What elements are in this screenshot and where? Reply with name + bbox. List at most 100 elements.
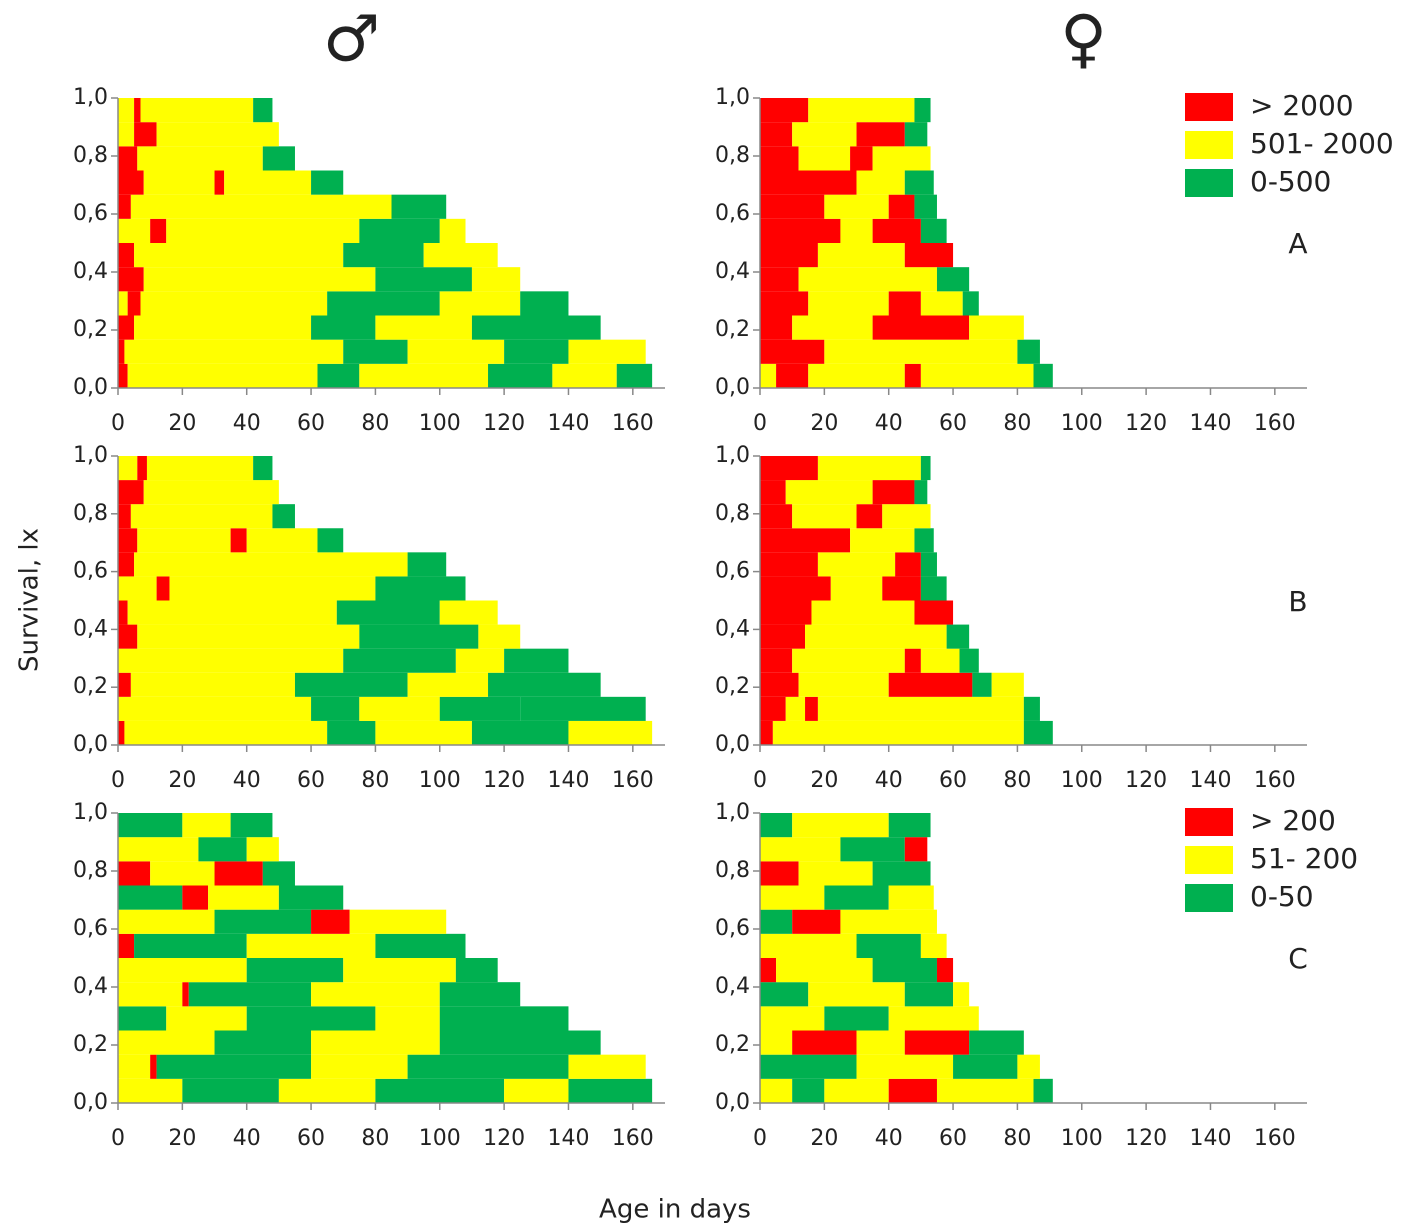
segment [118,291,128,316]
panel-label: B [1288,585,1307,618]
segment [327,291,440,316]
segment [118,1054,151,1079]
segment [375,720,472,745]
segment [478,624,521,649]
segment [214,861,263,886]
segment [134,315,312,340]
segment [188,982,312,1007]
x-tick-label: 20 [810,411,838,436]
segment [760,672,799,697]
segment [824,1006,889,1031]
segment [118,552,135,577]
segment [904,982,954,1007]
segment [772,720,1024,745]
segment [792,504,857,529]
legend-swatch [1185,846,1233,874]
segment [118,1030,215,1055]
segment [439,218,466,243]
y-tick-label: 0,4 [73,616,108,641]
segment [182,1078,279,1103]
column-symbol: ♂ [323,3,380,77]
segment [140,291,328,316]
y-tick-label: 1,0 [715,443,750,468]
segment [471,720,569,745]
segment [343,339,408,364]
y-tick-label: 0,8 [715,143,750,168]
segment [760,456,818,481]
segment [792,1078,825,1103]
segment [760,552,818,577]
segment [1023,720,1053,745]
x-tick-label: 80 [361,768,389,793]
segment [137,146,263,171]
x-tick-label: 0 [111,768,125,793]
x-tick-label: 140 [1189,411,1231,436]
x-tick-label: 60 [297,411,325,436]
segment [904,363,921,388]
segment [776,958,873,983]
segment [856,933,921,958]
segment [888,672,973,697]
segment [888,1006,979,1031]
segment [127,363,318,388]
segment [407,672,489,697]
segment [146,456,254,481]
segment [824,885,889,910]
segment [760,363,777,388]
segment [904,122,928,147]
y-axis-label: Survival, lx [15,528,45,672]
x-tick-label: 40 [875,411,903,436]
segment [336,600,440,625]
x-tick-label: 60 [939,768,967,793]
x-tick-label: 20 [168,768,196,793]
segment [904,648,921,673]
x-tick-label: 40 [875,768,903,793]
segment [888,1078,937,1103]
segment [246,1006,376,1031]
legend-swatch [1185,93,1233,121]
segment [895,552,921,577]
y-tick-label: 0,8 [715,501,750,526]
segment [169,576,376,601]
segment [811,600,915,625]
legend-label: 0-500 [1250,165,1331,198]
segment [214,1030,312,1055]
segment [991,672,1024,697]
segment [375,576,466,601]
segment [118,194,131,219]
segment [856,1030,905,1055]
segment [504,648,569,673]
segment [792,813,889,838]
y-tick-label: 1,0 [715,85,750,110]
segment [920,648,960,673]
segment [118,456,138,481]
segment [311,982,440,1007]
segment [936,1078,1034,1103]
segment [920,576,947,601]
segment [224,170,312,195]
segment [140,98,254,123]
x-tick-label: 160 [1254,411,1296,436]
legend-label: 51- 200 [1250,842,1358,875]
y-tick-label: 0,4 [715,259,750,284]
segment [872,218,921,243]
segment [118,909,215,934]
segment [872,861,931,886]
segment [198,837,247,862]
y-tick-label: 0,2 [73,1032,108,1057]
x-tick-label: 0 [111,411,125,436]
segment [760,243,818,268]
x-tick-label: 20 [168,1126,196,1151]
segment [246,528,318,553]
segment [278,885,344,910]
segment [343,648,456,673]
segment [830,576,883,601]
x-tick-label: 20 [168,411,196,436]
segment [792,1030,857,1055]
segment [888,813,931,838]
segment [166,1006,247,1031]
segment [760,146,799,171]
segment [118,315,135,340]
segment [143,480,279,505]
y-tick-label: 0,6 [715,201,750,226]
